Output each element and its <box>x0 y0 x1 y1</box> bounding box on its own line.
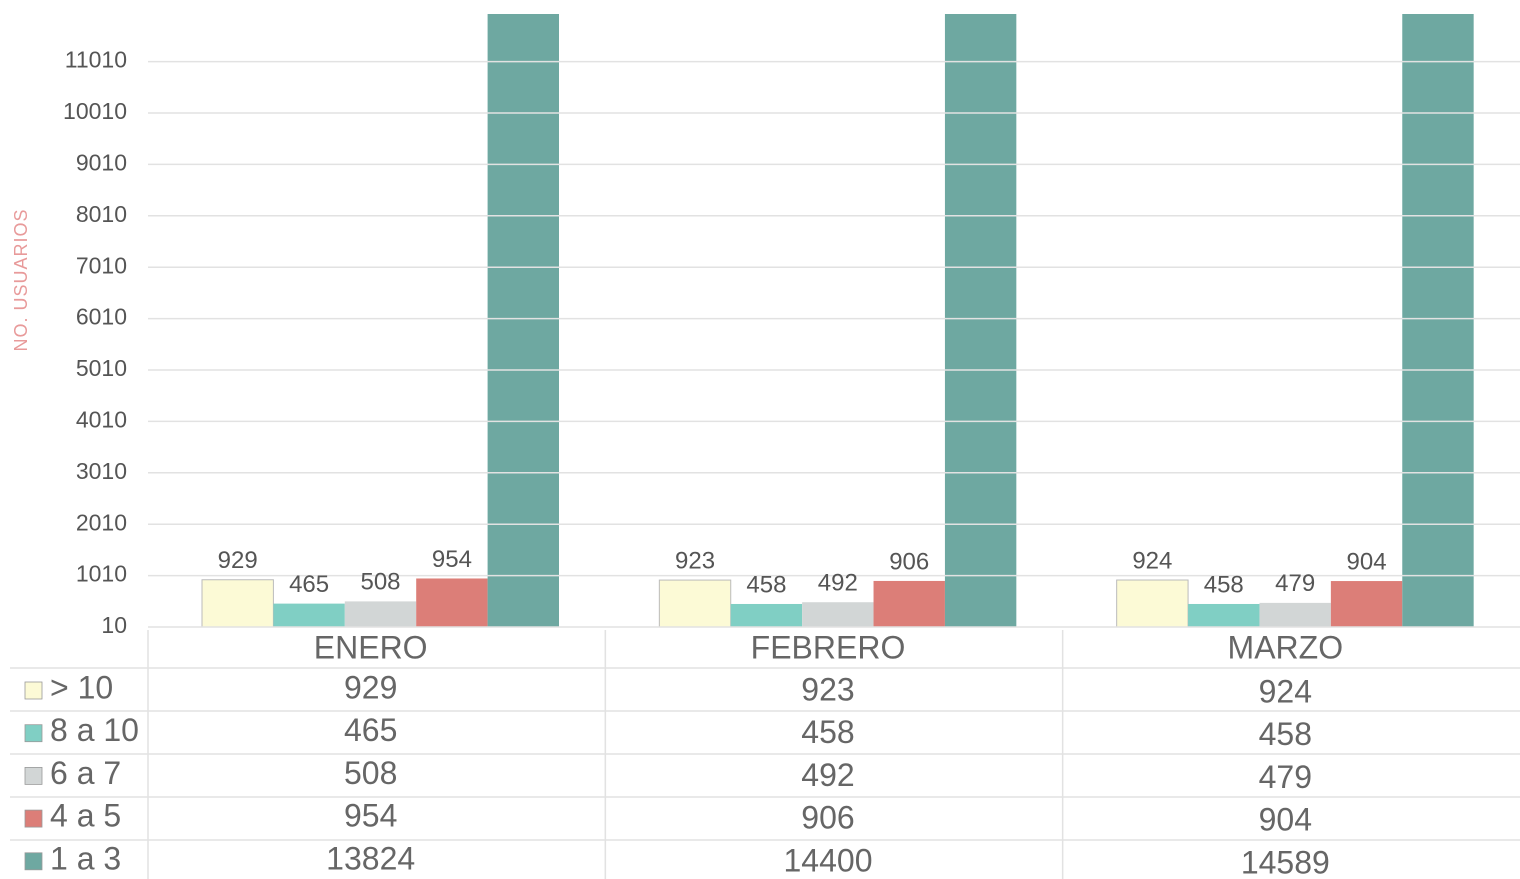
bar <box>873 580 945 627</box>
y-tick-label: 11010 <box>65 47 127 73</box>
bar <box>273 603 345 627</box>
table-cell: 492 <box>801 757 854 793</box>
data-label: 924 <box>1132 547 1172 574</box>
data-label: 465 <box>289 571 329 598</box>
data-label: 954 <box>432 546 472 573</box>
table-cell: 14400 <box>784 842 873 878</box>
y-tick-label: 5010 <box>76 355 127 381</box>
table-cell: 14589 <box>1241 844 1330 879</box>
data-label: 508 <box>360 569 400 596</box>
bar <box>802 602 874 627</box>
data-label: 904 <box>1347 548 1387 575</box>
y-tick-label: 6010 <box>76 304 127 330</box>
table-cell: 923 <box>801 671 854 707</box>
y-tick-label: 4010 <box>76 406 127 432</box>
bar <box>416 578 488 627</box>
table-cell: 929 <box>344 669 397 705</box>
data-label: 929 <box>218 547 258 574</box>
data-label: 458 <box>746 571 786 598</box>
legend-swatch <box>24 852 43 871</box>
data-label: 492 <box>818 570 858 597</box>
legend-label: 1 a 3 <box>50 840 121 876</box>
bar <box>730 603 803 627</box>
table-cell: 508 <box>344 755 397 791</box>
table-cell: 458 <box>801 714 854 750</box>
legend-label: 4 a 5 <box>50 798 121 834</box>
table-cell: 458 <box>1259 716 1312 752</box>
legend-label: 8 a 10 <box>50 712 139 748</box>
legend-label: 6 a 7 <box>50 755 121 791</box>
table-cell: 954 <box>344 798 397 834</box>
table-cell: 13824 <box>326 840 415 876</box>
y-tick-label: 1010 <box>76 561 127 587</box>
bar <box>1259 602 1331 627</box>
y-tick-label: 3010 <box>76 458 127 484</box>
y-tick-label: 7010 <box>76 252 127 278</box>
table-cell: 479 <box>1259 759 1312 795</box>
legend-swatch <box>24 724 43 743</box>
y-axis-label: NO. USUARIOS <box>11 208 31 351</box>
x-tick-label: FEBRERO <box>751 629 906 665</box>
table-cell: 906 <box>801 800 854 836</box>
bar <box>944 14 1017 627</box>
y-tick-label: 9010 <box>76 149 127 175</box>
bar <box>344 601 417 627</box>
table-cell: 465 <box>344 712 397 748</box>
table-cell: 924 <box>1259 673 1312 709</box>
bar <box>487 14 559 627</box>
table-cell: 904 <box>1259 802 1312 838</box>
bar <box>658 579 732 627</box>
bar <box>1116 579 1189 627</box>
legend-label: > 10 <box>50 669 113 705</box>
bar <box>201 579 274 627</box>
plot-area <box>201 14 1474 627</box>
bar <box>1402 14 1474 627</box>
y-tick-label: 2010 <box>76 509 127 535</box>
x-tick-label: ENERO <box>314 629 428 665</box>
y-tick-label: 10010 <box>63 98 127 124</box>
y-tick-label: 10 <box>101 612 127 638</box>
x-tick-label: MARZO <box>1228 629 1344 665</box>
y-tick-label: 8010 <box>76 201 127 227</box>
legend-swatch <box>24 767 43 785</box>
legend-swatch <box>24 681 43 700</box>
bar <box>1330 581 1403 627</box>
bar <box>1188 603 1260 627</box>
legend-swatch <box>24 809 43 828</box>
data-label: 923 <box>675 547 715 574</box>
data-label: 458 <box>1204 571 1244 598</box>
data-label: 479 <box>1275 570 1315 597</box>
data-label: 906 <box>889 548 929 575</box>
